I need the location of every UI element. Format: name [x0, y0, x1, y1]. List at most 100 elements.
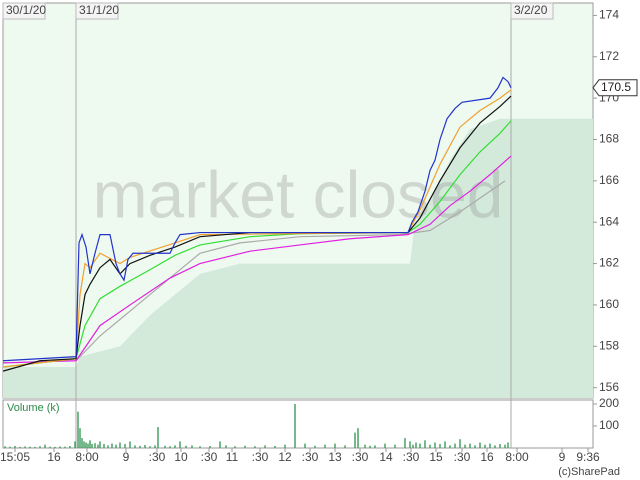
volume-bar [409, 441, 411, 448]
volume-bar [49, 446, 51, 448]
session-tab [510, 2, 554, 20]
watermark: market closed [93, 157, 504, 231]
volume-bar [489, 443, 491, 448]
x-tick-label: 9:36 [576, 450, 600, 464]
volume-bar [9, 446, 11, 448]
volume-bar [234, 446, 236, 448]
x-tick-label: :30 [252, 450, 269, 464]
volume-y-tick-label: 100 [599, 418, 619, 432]
x-tick-label: 9 [559, 450, 566, 464]
volume-bar [149, 446, 151, 448]
volume-bar [14, 446, 16, 448]
price-line [2, 76, 512, 362]
volume-bar [219, 441, 221, 448]
x-tick-label: :30 [454, 450, 471, 464]
volume-bar [29, 446, 31, 448]
x-tick-label: 8:00 [75, 450, 99, 464]
volume-bar [507, 442, 509, 448]
volume-bar [494, 445, 496, 448]
x-tick-label: 12 [278, 450, 292, 464]
volume-bar [304, 443, 306, 448]
volume-bar [324, 444, 326, 448]
volume-bar [97, 444, 99, 448]
volume-bar [179, 441, 181, 448]
volume-bar [394, 444, 396, 448]
volume-bar [499, 444, 501, 448]
volume-bar [79, 428, 81, 448]
volume-bar [384, 443, 386, 448]
x-tick-label: 14 [379, 450, 393, 464]
volume-bar [154, 445, 156, 448]
volume-bar [464, 444, 466, 448]
volume-bar [434, 442, 436, 448]
volume-bar [103, 444, 105, 448]
volume-bar [459, 439, 461, 448]
x-tick-label: 11 [226, 450, 239, 464]
copyright: (c)SharePad [558, 466, 620, 478]
session-tab [2, 2, 46, 20]
volume-bar [294, 403, 296, 448]
last-price-label: 170.5 [601, 80, 631, 94]
volume-bar [54, 446, 56, 448]
area [3, 118, 593, 398]
volume-bar [24, 446, 26, 448]
volume-bar [19, 446, 21, 448]
session-tab [75, 2, 119, 20]
volume-bar [91, 444, 93, 448]
volume-bar [314, 445, 316, 448]
price-line [2, 155, 512, 364]
volume-panel [2, 399, 594, 449]
volume-bar [85, 442, 87, 448]
volume-bar [83, 441, 85, 448]
y-tick-label: 166 [599, 173, 619, 187]
volume-bar [364, 444, 366, 448]
volume-bar [94, 443, 96, 448]
volume-bar [357, 428, 359, 448]
volume-bar [4, 446, 6, 448]
x-tick-label: :30 [201, 450, 218, 464]
volume-bar [129, 441, 131, 448]
volume-bar [334, 443, 336, 448]
y-tick-label: 172 [599, 49, 619, 63]
volume-bar [449, 445, 451, 448]
y-tick-label: 162 [599, 256, 619, 270]
volume-bar [157, 427, 159, 448]
y-tick-label: 168 [599, 132, 619, 146]
volume-bar [115, 444, 117, 448]
x-tick-label: :30 [352, 450, 369, 464]
volume-bar [284, 444, 286, 448]
volume-bar [144, 444, 146, 448]
x-tick-label: 15 [429, 450, 443, 464]
volume-bar [111, 443, 113, 448]
volume-bar [369, 445, 371, 448]
volume-bar [44, 444, 46, 448]
x-tick-label: :30 [302, 450, 319, 464]
price-line [2, 120, 512, 368]
volume-bar [39, 446, 41, 448]
y-tick-label: 164 [599, 214, 619, 228]
x-tick-label: 16 [47, 450, 61, 464]
session-label: 3/2/20 [514, 3, 548, 17]
volume-bar [454, 443, 456, 448]
x-tick-label: :30 [149, 450, 166, 464]
volume-bar [169, 446, 171, 448]
volume-bar [429, 444, 431, 448]
volume-bar [34, 446, 36, 448]
volume-bar [69, 446, 71, 448]
volume-bar [81, 438, 83, 448]
x-tick-label: 10 [174, 450, 188, 464]
x-tick-label: 16 [480, 450, 494, 464]
volume-bar [474, 445, 476, 448]
volume-bar [59, 446, 61, 448]
volume-title: Volume (k) [7, 402, 60, 414]
price-line [2, 95, 512, 372]
volume-bar [264, 445, 266, 448]
volume-bar [191, 445, 193, 448]
volume-bar [164, 445, 166, 448]
volume-bar [419, 443, 421, 448]
volume-bar [354, 432, 356, 448]
volume-bar [254, 446, 256, 448]
volume-y-tick-label: 200 [599, 396, 619, 410]
volume-bar [199, 446, 201, 448]
